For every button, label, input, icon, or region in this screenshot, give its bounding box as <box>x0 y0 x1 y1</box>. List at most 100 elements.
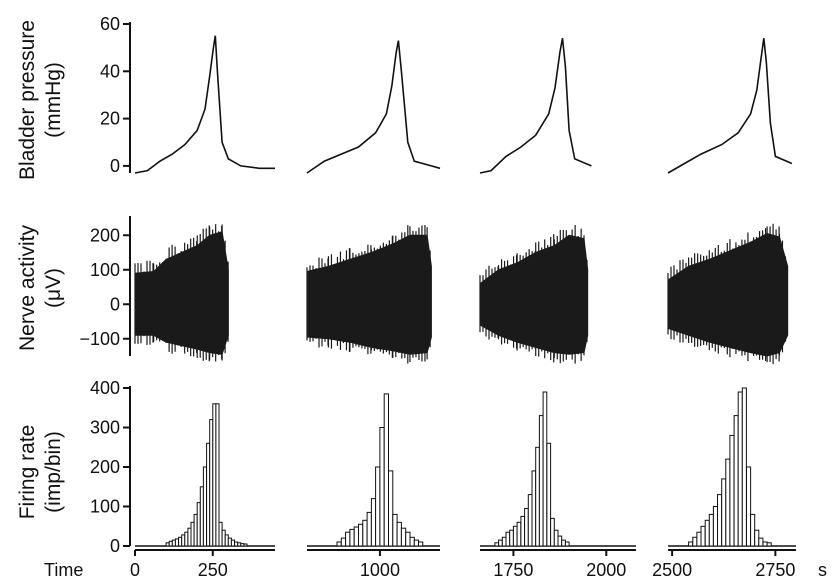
firing-bin <box>340 537 347 547</box>
firing-bin <box>215 403 220 547</box>
firing-axis-title: Firing rate (imp/bin) <box>16 425 65 520</box>
firing-bin <box>708 513 714 547</box>
firing-bin <box>396 521 402 547</box>
time-unit-label: s <box>818 560 827 580</box>
pressure-trace <box>306 40 441 174</box>
firing-bin <box>409 536 415 547</box>
firing-bin <box>520 515 526 547</box>
firing-bin <box>754 529 760 547</box>
firing-bin <box>230 539 235 547</box>
pressure-trace <box>667 38 793 174</box>
firing-bin <box>741 387 747 547</box>
firing-axis-title-line2: (imp/bin) <box>42 431 65 513</box>
firing-bin <box>717 494 723 547</box>
firing-bin <box>733 415 739 547</box>
firing-bin <box>498 539 503 547</box>
firing-bin <box>762 541 768 547</box>
firing-bin <box>400 527 407 547</box>
firing-bin <box>366 511 372 547</box>
pressure-y-tick-label: 60 <box>100 14 120 34</box>
nerve-axis-title-line2: (μV) <box>42 268 65 308</box>
firing-bin <box>704 519 710 547</box>
time-tick-label: 2500 <box>652 560 692 580</box>
firing-bin <box>336 541 342 547</box>
firing-bin <box>721 478 727 547</box>
firing-panel: 0 100 200 300 400 0 250 1000 1750 2000 2500 2750 <box>90 378 796 580</box>
firing-bin <box>729 434 735 547</box>
firing-bin <box>349 528 355 547</box>
firing-bin <box>561 539 566 547</box>
firing-bin <box>553 529 559 547</box>
time-axis-label: Time <box>44 560 83 580</box>
firing-bin <box>512 525 518 547</box>
time-tick-label: 250 <box>198 560 228 580</box>
pressure-trace <box>134 35 275 174</box>
firing-bin <box>737 391 743 547</box>
pressure-axis-title-line1: Bladder pressure <box>16 20 39 180</box>
pressure-y-tick-label: 0 <box>110 156 120 176</box>
pressure-y-tick-label: 40 <box>100 61 120 81</box>
firing-bin <box>564 541 570 547</box>
firing-bin <box>700 525 706 547</box>
firing-bin <box>509 529 514 547</box>
firing-bin <box>370 498 377 547</box>
firing-bin <box>688 541 694 547</box>
firing-bin <box>725 458 731 547</box>
firing-bin <box>505 531 511 547</box>
firing-bin <box>692 536 698 547</box>
nerve-y-tick-label: −100 <box>79 329 120 349</box>
firing-bin <box>535 446 540 547</box>
firing-bin <box>550 517 555 547</box>
firing-bin <box>379 427 385 547</box>
firing-bin <box>766 542 772 547</box>
firing-bin <box>546 442 552 547</box>
pressure-axis-title: Bladder pressure (mmHg) <box>16 20 65 180</box>
firing-y-tick-label: 400 <box>90 378 120 398</box>
firing-y-tick-label: 0 <box>110 536 120 556</box>
time-tick-label: 1750 <box>493 560 533 580</box>
firing-y-tick-label: 100 <box>90 497 120 517</box>
firing-bin <box>712 506 719 547</box>
pressure-panel: 0 20 40 60 <box>100 14 793 176</box>
firing-bin <box>542 391 548 547</box>
firing-bin <box>746 466 752 547</box>
firing-bin <box>758 537 764 547</box>
firing-bin <box>413 539 420 547</box>
firing-bin <box>358 523 364 547</box>
firing-bin <box>405 531 411 547</box>
firing-bin <box>362 519 368 547</box>
firing-bin <box>345 531 351 547</box>
firing-y-tick-label: 200 <box>90 457 120 477</box>
firing-bin <box>375 466 381 547</box>
nerve-activity-envelope <box>306 234 432 355</box>
firing-bin <box>202 466 207 547</box>
pressure-trace <box>479 38 592 174</box>
nerve-axis-title-line1: Nerve activity <box>16 224 39 351</box>
firing-bin <box>174 538 179 547</box>
firing-bin <box>516 521 522 547</box>
firing-bin <box>531 470 537 547</box>
time-tick-label: 1000 <box>360 560 400 580</box>
time-tick-label: 0 <box>130 560 140 580</box>
nerve-y-tick-label: 100 <box>90 260 120 280</box>
firing-bin <box>388 470 394 547</box>
firing-axis-title-line1: Firing rate <box>16 425 39 520</box>
firing-bin <box>501 536 507 547</box>
firing-bin <box>557 535 563 547</box>
firing-bin <box>750 513 756 547</box>
nerve-panel: −100 0 100 200 <box>79 216 789 365</box>
firing-bin <box>243 543 248 547</box>
firing-bin <box>383 393 390 547</box>
firing-y-tick-label: 300 <box>90 418 120 438</box>
firing-bin <box>418 541 424 547</box>
pressure-axis-title-line2: (mmHg) <box>42 62 65 138</box>
nerve-y-tick-label: 200 <box>90 225 120 245</box>
firing-bin <box>494 542 500 547</box>
nerve-y-tick-label: 0 <box>110 294 120 314</box>
firing-bin <box>538 415 544 547</box>
firing-bin <box>353 526 360 547</box>
firing-bin <box>524 508 529 547</box>
time-tick-label: 2000 <box>586 560 626 580</box>
